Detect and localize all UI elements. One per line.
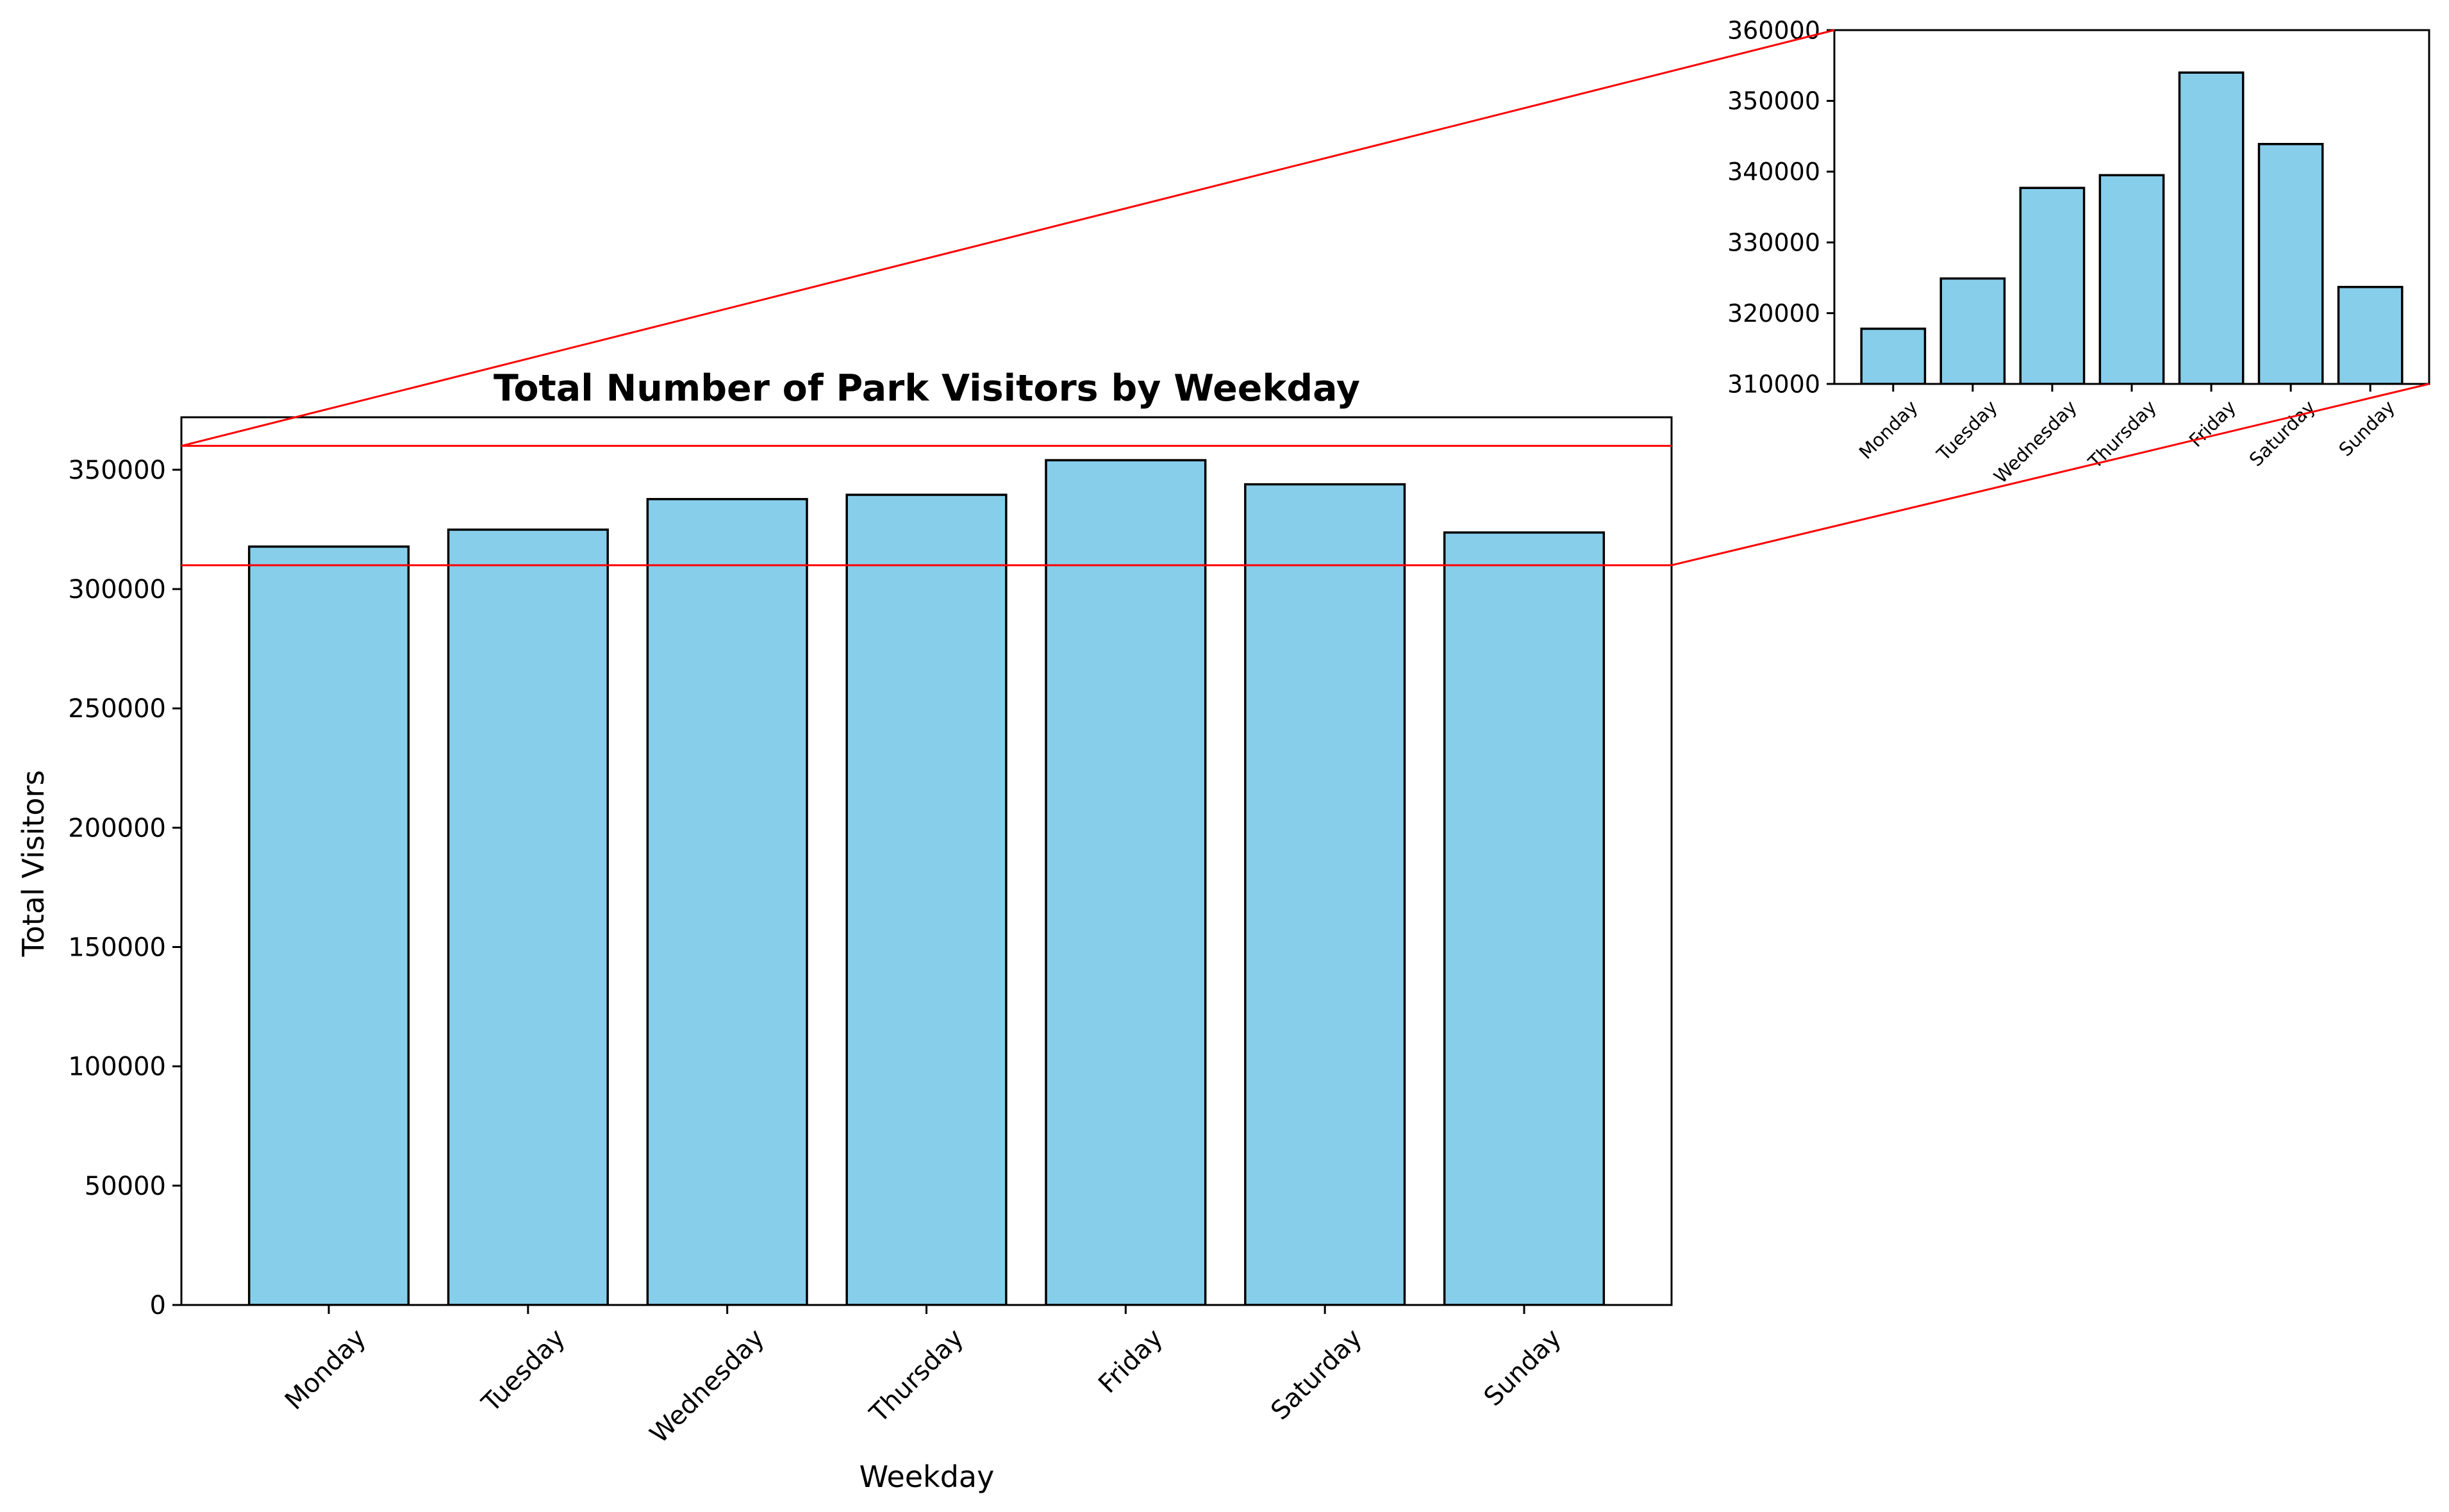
x-axis-label: Weekday (859, 1459, 995, 1494)
inset-bar-sunday (2337, 286, 2403, 384)
inset-bar-friday (2178, 71, 2245, 384)
main-y-tick-label: 250000 (68, 694, 166, 724)
y-axis-label: Total Visitors (16, 770, 51, 957)
inset-y-tick-label: 330000 (1727, 229, 1820, 257)
main-y-tick-label: 350000 (68, 456, 166, 485)
main-bar-sunday (1443, 531, 1606, 1305)
inset-bar-thursday (2098, 174, 2165, 384)
main-bar-thursday (845, 494, 1008, 1305)
main-bars (247, 459, 1606, 1305)
main-bar-monday (247, 545, 410, 1305)
inset-x-tick-label: Sunday (2334, 396, 2399, 461)
main-bar-wednesday (646, 497, 808, 1305)
inset-bar-saturday (2257, 142, 2324, 384)
main-plot-area: 0 50000 100000 150000 200000 250000 300000 3500… (68, 416, 1673, 1449)
main-y-tick-label: 300000 (68, 575, 166, 604)
zoom-connector-bottom (1671, 383, 2430, 567)
main-y-tick-label: 200000 (68, 813, 166, 843)
inset-x-tick-label: Tuesday (1932, 396, 2002, 465)
main-x-tick-label: Saturday (1265, 1324, 1368, 1426)
main-x-tick-label: Friday (1093, 1324, 1168, 1399)
inset-x-tick-label: Thursday (2084, 396, 2161, 473)
inset-bar-wednesday (2019, 187, 2086, 384)
main-x-tick-label: Tuesday (476, 1324, 571, 1418)
main-bar-friday (1045, 459, 1207, 1305)
main-bar-tuesday (447, 528, 609, 1305)
inset-bar-monday (1860, 328, 1927, 384)
chart-title: Total Number of Park Visitors by Weekday (494, 367, 1360, 410)
inset-zoom-plot: 310000 320000 330000 340000 350000 360000 Mond… (1727, 16, 2430, 488)
inset-bar-tuesday (1939, 277, 2006, 384)
main-y-tick-label: 50000 (85, 1172, 166, 1201)
inset-x-tick-label: Monday (1855, 396, 1922, 463)
inset-y-tick-label: 320000 (1727, 299, 1820, 328)
main-y-tick-label: 100000 (68, 1052, 166, 1082)
inset-bars (1860, 71, 2403, 384)
main-x-tick-label: Thursday (864, 1324, 970, 1429)
inset-y-tick-label: 350000 (1727, 87, 1820, 115)
main-y-tick-label: 0 (150, 1291, 166, 1320)
inset-x-tick-label: Wednesday (1989, 396, 2081, 488)
inset-y-tick-label: 340000 (1727, 158, 1820, 186)
inset-x-tick-label: Saturday (2245, 396, 2320, 470)
inset-y-tick-label: 310000 (1727, 370, 1820, 398)
main-x-tick-label: Sunday (1479, 1324, 1567, 1412)
inset-y-tick-label: 360000 (1727, 16, 1820, 44)
main-y-tick-label: 150000 (68, 933, 166, 963)
main-x-tick-label: Monday (279, 1324, 372, 1416)
zoom-indicator-lines (181, 29, 2430, 567)
main-bar-saturday (1244, 483, 1406, 1305)
inset-x-tick-label: Friday (2185, 396, 2240, 451)
zoom-connector-top (181, 29, 1835, 447)
main-x-tick-label: Wednesday (644, 1324, 770, 1449)
